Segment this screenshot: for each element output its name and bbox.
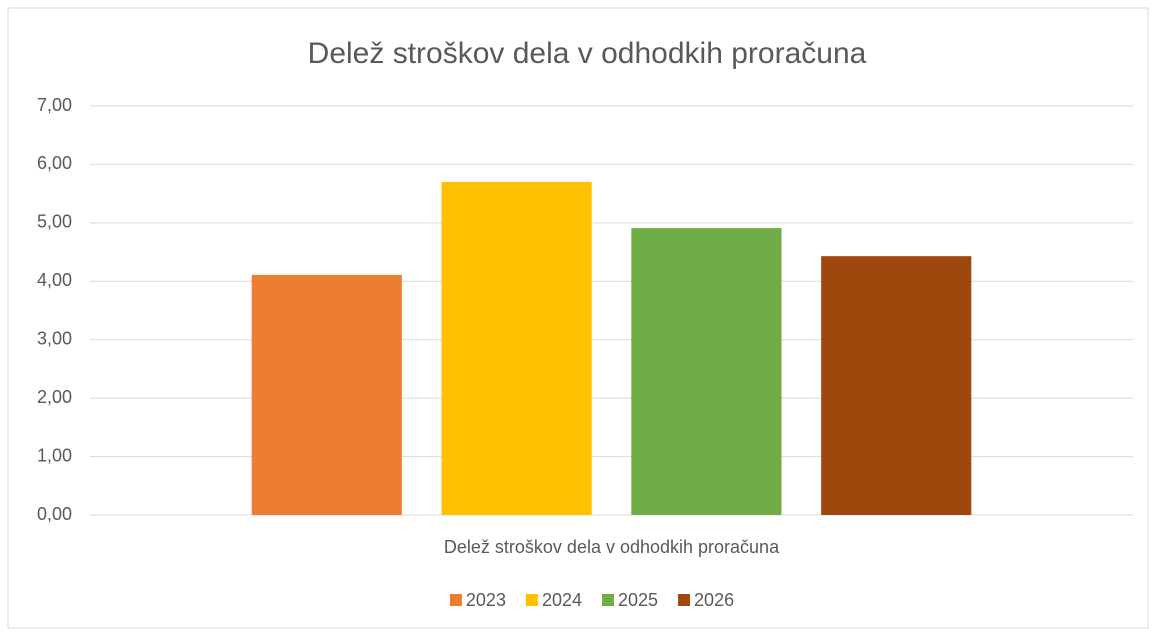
y-tick-label: 7,00 bbox=[37, 95, 72, 115]
legend-swatch bbox=[525, 594, 538, 606]
legend-label: 2025 bbox=[618, 590, 658, 610]
bar bbox=[441, 181, 592, 515]
legend-swatch bbox=[602, 594, 614, 606]
legend-label: 2024 bbox=[542, 590, 582, 610]
y-tick-label: 6,00 bbox=[37, 153, 72, 173]
y-tick-label: 3,00 bbox=[37, 328, 72, 348]
bar bbox=[631, 228, 782, 515]
y-tick-label: 1,00 bbox=[37, 445, 72, 465]
chart-title: Delež stroškov dela v odhodkih proračuna bbox=[308, 37, 867, 70]
legend-label: 2026 bbox=[694, 590, 734, 610]
legend-swatch bbox=[449, 594, 462, 606]
legend-label: 2023 bbox=[466, 590, 506, 610]
y-tick-label: 4,00 bbox=[37, 270, 72, 290]
bar bbox=[821, 256, 972, 515]
bar bbox=[251, 274, 402, 515]
y-tick-label: 5,00 bbox=[37, 212, 72, 232]
y-tick-label: 0,00 bbox=[37, 504, 72, 524]
y-tick-label: 2,00 bbox=[37, 387, 72, 407]
x-tick-label: Delež stroškov dela v odhodkih proračuna bbox=[444, 537, 780, 557]
legend-swatch bbox=[678, 594, 691, 606]
